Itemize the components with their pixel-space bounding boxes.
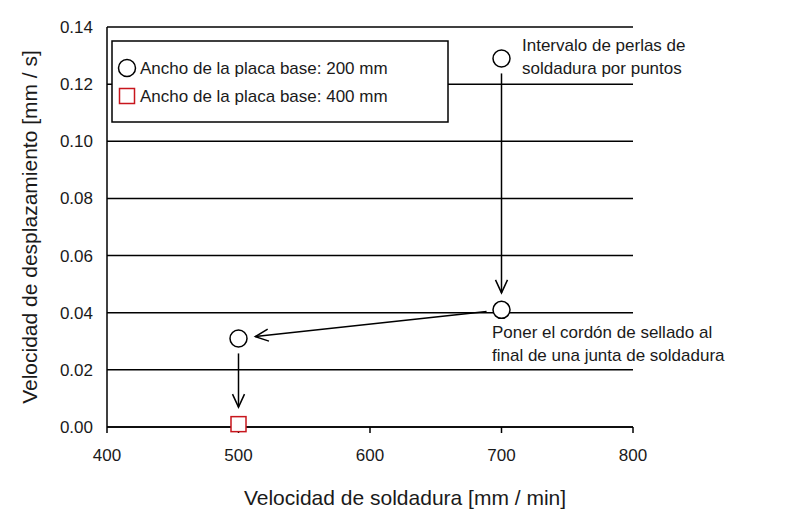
grid-line [107, 198, 633, 200]
x-tick [632, 427, 634, 433]
point [230, 330, 247, 347]
grid-line [107, 26, 633, 28]
y-tick-label: 0.06 [60, 247, 93, 266]
annotation: soldadura por puntos [522, 59, 682, 78]
arrows [233, 73, 508, 407]
x-tick-label: 700 [487, 446, 515, 465]
legend-marker [120, 89, 135, 104]
legend-marker [119, 60, 136, 77]
x-tick-label: 600 [356, 446, 384, 465]
x-tick-label: 400 [93, 446, 121, 465]
x-tick [106, 427, 108, 433]
grid-line [107, 369, 633, 371]
x-tick-label: 500 [224, 446, 252, 465]
y-tick-label: 0.10 [60, 132, 93, 151]
arrow-shaft [501, 73, 503, 292]
x-tick [369, 427, 371, 433]
x-tick-label: 800 [619, 446, 647, 465]
grid-line [107, 255, 633, 257]
arrow-head [496, 280, 508, 293]
point [231, 417, 246, 432]
y-tick-label: 0.08 [60, 189, 93, 208]
grid-line [107, 141, 633, 143]
arrow-head [255, 329, 269, 341]
legend: Ancho de la placa base: 200 mm Ancho de l… [112, 41, 448, 122]
x-tick [501, 427, 503, 433]
arrow-shaft [255, 311, 486, 336]
legend-label: Ancho de la placa base: 200 mm [140, 59, 388, 78]
arrow-head [233, 394, 245, 407]
chart: 0.00 0.02 0.04 0.06 0.08 0.10 0.12 0.14 400 500 60… [0, 0, 800, 529]
x-axis-title: Velocidad de soldadura [mm / min] [244, 486, 566, 509]
annotation: Intervalo de perlas de [522, 36, 686, 55]
y-axis [106, 27, 108, 427]
point [493, 50, 510, 67]
y-tick-label: 0.00 [60, 418, 93, 437]
grid-line [107, 312, 633, 314]
point [493, 301, 510, 318]
grid-line [107, 426, 633, 428]
y-tick-label: 0.14 [60, 18, 93, 37]
arrow-shaft [238, 353, 240, 407]
legend-box [112, 41, 448, 122]
x-axis [107, 426, 633, 428]
background [0, 0, 800, 529]
y-tick-label: 0.02 [60, 361, 93, 380]
y-tick-label: 0.12 [60, 75, 93, 94]
y-axis-title: Velocidad de desplazamiento [mm / s] [18, 50, 41, 404]
legend-label: Ancho de la placa base: 400 mm [140, 87, 388, 106]
annotation: final de una junta de soldadura [492, 346, 725, 365]
y-tick-label: 0.04 [60, 304, 93, 323]
annotation: Poner el cordón de sellado al [492, 323, 712, 342]
